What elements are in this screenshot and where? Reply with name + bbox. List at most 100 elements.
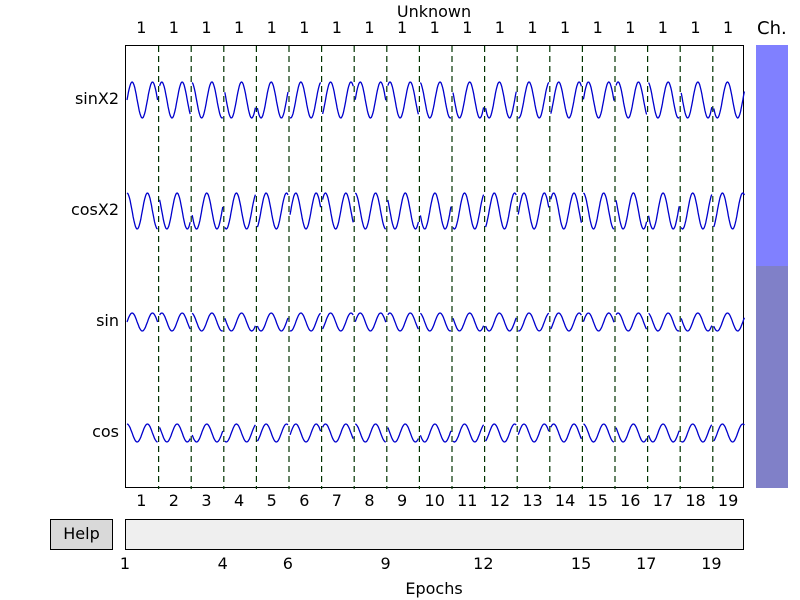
channel-scrollbar-track[interactable] bbox=[756, 266, 788, 488]
help-button[interactable]: Help bbox=[50, 519, 113, 550]
epoch-number-label: 13 bbox=[522, 491, 543, 510]
epoch-number-label: 6 bbox=[299, 491, 310, 510]
epochs-traces-svg[interactable] bbox=[126, 46, 745, 489]
epoch-number-label: 18 bbox=[685, 491, 706, 510]
trace-cos-epoch-11 bbox=[452, 423, 485, 443]
epoch-event-label: 1 bbox=[494, 18, 505, 37]
trace-sinX2-epoch-8 bbox=[354, 81, 387, 119]
overview-tick-label: 17 bbox=[636, 554, 657, 573]
trace-cos-epoch-2 bbox=[159, 423, 191, 443]
overview-tick-label: 6 bbox=[282, 554, 293, 573]
trace-cos-epoch-4 bbox=[224, 423, 256, 443]
epochs-overview-bar[interactable] bbox=[125, 519, 744, 550]
trace-cos-epoch-14 bbox=[550, 423, 582, 443]
epoch-number-label: 2 bbox=[168, 491, 179, 510]
trace-sin-epoch-12 bbox=[485, 312, 517, 332]
trace-cos-epoch-10 bbox=[419, 423, 452, 443]
trace-sin-epoch-14 bbox=[550, 312, 582, 332]
epoch-event-label: 1 bbox=[364, 18, 375, 37]
x-axis-label: Epochs bbox=[405, 579, 463, 598]
trace-sin-epoch-1 bbox=[126, 312, 159, 332]
trace-cos-epoch-15 bbox=[583, 423, 615, 443]
epoch-event-label: 1 bbox=[266, 18, 277, 37]
trace-sinX2-epoch-19 bbox=[713, 81, 745, 119]
trace-sinX2-epoch-9 bbox=[387, 81, 420, 119]
trace-sinX2-epoch-1 bbox=[126, 81, 159, 119]
overview-tick-label: 9 bbox=[380, 554, 391, 573]
trace-cos-epoch-3 bbox=[191, 423, 224, 443]
trace-cos-epoch-16 bbox=[615, 423, 648, 443]
trace-cos-epoch-9 bbox=[387, 423, 419, 443]
trace-sin-epoch-17 bbox=[648, 312, 680, 332]
epoch-number-label: 17 bbox=[652, 491, 674, 510]
trace-cosX2-epoch-8 bbox=[354, 192, 387, 230]
channel-scrollbar-visible[interactable] bbox=[756, 45, 788, 266]
epoch-number-label: 8 bbox=[364, 491, 375, 510]
trace-sin-epoch-10 bbox=[419, 312, 452, 332]
epoch-event-label: 1 bbox=[462, 18, 473, 37]
epoch-number-label: 1 bbox=[136, 491, 147, 510]
trace-sinX2-epoch-6 bbox=[289, 81, 322, 119]
trace-sinX2-epoch-7 bbox=[321, 81, 354, 119]
trace-cosX2-epoch-11 bbox=[452, 192, 485, 230]
trace-sin-epoch-2 bbox=[159, 312, 191, 332]
trace-sin-epoch-8 bbox=[354, 312, 387, 332]
trace-sinX2-epoch-18 bbox=[680, 81, 713, 119]
epoch-number-label: 12 bbox=[489, 491, 511, 510]
epoch-number-label: 19 bbox=[717, 491, 739, 510]
overview-tick-label: 12 bbox=[473, 554, 494, 573]
epoch-event-label: 1 bbox=[592, 18, 603, 37]
trace-sin-epoch-15 bbox=[582, 312, 615, 332]
epoch-number-label: 7 bbox=[331, 491, 342, 510]
overview-tick-label: 4 bbox=[217, 554, 228, 573]
epoch-number-label: 15 bbox=[587, 491, 608, 510]
trace-sin-epoch-19 bbox=[713, 312, 745, 332]
trace-sinX2-epoch-15 bbox=[582, 81, 615, 119]
trace-sin-epoch-13 bbox=[518, 312, 550, 332]
channel-label-cosX2: cosX2 bbox=[70, 200, 119, 219]
trace-cos-epoch-12 bbox=[485, 423, 517, 443]
trace-cos-epoch-1 bbox=[126, 423, 158, 443]
trace-sin-epoch-6 bbox=[289, 312, 322, 332]
trace-cosX2-epoch-9 bbox=[387, 192, 420, 230]
trace-cosX2-epoch-19 bbox=[713, 192, 745, 230]
epoch-event-label: 1 bbox=[331, 18, 342, 37]
epoch-event-label: 1 bbox=[560, 18, 571, 37]
trace-cosX2-epoch-2 bbox=[158, 192, 191, 230]
trace-sin-epoch-4 bbox=[224, 312, 256, 332]
trace-cosX2-epoch-1 bbox=[126, 192, 158, 230]
channel-label-sinX2: sinX2 bbox=[74, 89, 119, 108]
epoch-number-label: 10 bbox=[424, 491, 445, 510]
epoch-number-label: 5 bbox=[266, 491, 277, 510]
epoch-number-label: 14 bbox=[554, 491, 576, 510]
trace-cos-epoch-19 bbox=[713, 423, 745, 443]
trace-cosX2-epoch-18 bbox=[680, 192, 713, 230]
epoch-event-label: 1 bbox=[397, 18, 408, 37]
channel-scrollbar-label: Ch. bbox=[757, 18, 787, 39]
trace-sinX2-epoch-10 bbox=[419, 81, 452, 119]
trace-cos-epoch-18 bbox=[680, 423, 713, 443]
trace-sinX2-epoch-12 bbox=[484, 81, 517, 119]
epochs-plot-area[interactable] bbox=[125, 45, 745, 489]
epoch-event-label: 1 bbox=[527, 18, 538, 37]
overview-tick-label: 1 bbox=[119, 554, 131, 573]
trace-sin-epoch-9 bbox=[387, 312, 419, 332]
trace-sin-epoch-11 bbox=[452, 312, 485, 332]
trace-cosX2-epoch-7 bbox=[321, 192, 354, 230]
trace-sinX2-epoch-3 bbox=[191, 81, 224, 119]
trace-cos-epoch-13 bbox=[517, 423, 550, 443]
trace-cosX2-epoch-6 bbox=[289, 192, 322, 230]
epoch-event-label: 1 bbox=[429, 18, 440, 37]
trace-sin-epoch-5 bbox=[256, 312, 289, 332]
epoch-event-label: 1 bbox=[234, 18, 245, 37]
trace-sin-epoch-3 bbox=[191, 312, 223, 332]
trace-sin-epoch-18 bbox=[680, 312, 713, 332]
trace-sinX2-epoch-13 bbox=[517, 81, 550, 119]
trace-cos-epoch-6 bbox=[289, 423, 322, 443]
epoch-event-label: 1 bbox=[625, 18, 636, 37]
epoch-event-label: 1 bbox=[723, 18, 734, 37]
trace-sinX2-epoch-14 bbox=[550, 81, 583, 119]
trace-sinX2-epoch-4 bbox=[224, 81, 257, 119]
trace-sinX2-epoch-11 bbox=[452, 81, 485, 119]
trace-cosX2-epoch-14 bbox=[550, 192, 583, 230]
